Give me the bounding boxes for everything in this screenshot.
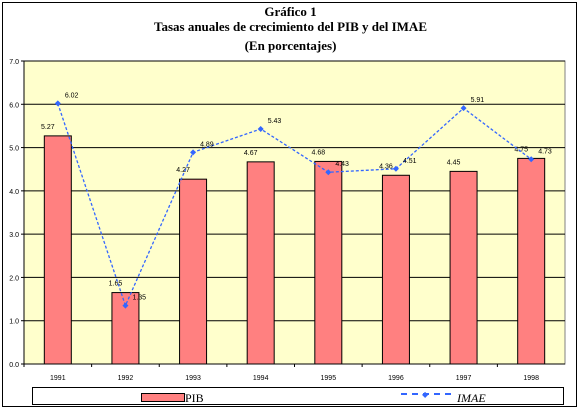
bar-pib xyxy=(246,161,275,365)
bar-pib xyxy=(314,160,343,365)
chart-title-line3: (En porcentajes) xyxy=(244,38,337,53)
y-tick-label: 7.0 xyxy=(9,59,19,66)
y-tick-label: 3.0 xyxy=(9,232,19,239)
bar-pib xyxy=(449,170,478,365)
bar-label-pib: 5.27 xyxy=(41,124,55,131)
bar-pib xyxy=(179,178,208,365)
legend: PIB ◆ IMAE xyxy=(32,387,564,405)
x-tick-label: 1993 xyxy=(185,375,201,382)
y-tick-label: 4.0 xyxy=(9,189,19,196)
point-label-imae: 6.02 xyxy=(65,92,79,99)
point-label-imae: 4.43 xyxy=(335,161,349,168)
point-imae xyxy=(325,169,332,176)
x-tick-label: 1998 xyxy=(523,375,539,382)
point-imae xyxy=(122,302,129,309)
point-label-imae: 5.91 xyxy=(471,97,485,104)
legend-label-pib: PIB xyxy=(185,391,204,405)
point-imae xyxy=(190,149,197,156)
y-tick-label: 6.0 xyxy=(9,102,19,109)
line-imae xyxy=(57,103,532,308)
bar-label-pib: 4.36 xyxy=(379,163,393,170)
bar-label-pib: 4.45 xyxy=(447,159,461,166)
legend-swatch-pib xyxy=(141,393,185,402)
bar-label-pib: 4.75 xyxy=(514,146,528,153)
point-imae xyxy=(54,100,61,107)
y-tick-label: 0.0 xyxy=(9,362,19,369)
y-tick-label: 5.0 xyxy=(9,146,19,153)
bar-pib xyxy=(517,157,546,365)
legend-label-imae: IMAE xyxy=(457,391,486,405)
x-tick-label: 1991 xyxy=(50,375,66,382)
bar-label-pib: 4.27 xyxy=(176,167,190,174)
legend-marker-imae: ◆ xyxy=(422,390,429,399)
point-imae xyxy=(460,105,467,112)
point-imae xyxy=(257,125,264,132)
chart-svg: 0.0 1.0 2.0 3.0 4.0 5.0 6.0 7.0 1991 5.27 1992 1.65… xyxy=(9,59,566,382)
chart-title-line1: Gráfico 1 xyxy=(264,4,317,19)
x-tick-label: 1994 xyxy=(253,375,269,382)
y-tick-label: 1.0 xyxy=(9,319,19,326)
point-label-imae: 4.73 xyxy=(538,148,552,155)
plot-area xyxy=(23,60,566,365)
bar-label-pib: 4.68 xyxy=(312,149,326,156)
y-tick-label: 2.0 xyxy=(9,275,19,282)
point-label-imae: 5.43 xyxy=(268,118,282,125)
x-tick-label: 1992 xyxy=(118,375,134,382)
legend-line-imae xyxy=(401,393,451,395)
bar-pib xyxy=(43,135,72,365)
point-imae xyxy=(392,165,399,172)
point-label-imae: 1.35 xyxy=(132,295,146,302)
point-label-imae: 4.51 xyxy=(403,158,417,165)
chart-title-line2: Tasas anuales de crecimiento del PIB y d… xyxy=(153,19,427,34)
x-tick-label: 1996 xyxy=(388,375,404,382)
bar-label-pib: 1.65 xyxy=(109,281,123,288)
point-imae xyxy=(528,156,535,163)
x-tick-label: 1995 xyxy=(321,375,337,382)
x-tick-label: 1997 xyxy=(456,375,472,382)
bar-label-pib: 4.67 xyxy=(244,150,258,157)
point-label-imae: 4.89 xyxy=(200,141,214,148)
bar-pib xyxy=(381,174,410,365)
